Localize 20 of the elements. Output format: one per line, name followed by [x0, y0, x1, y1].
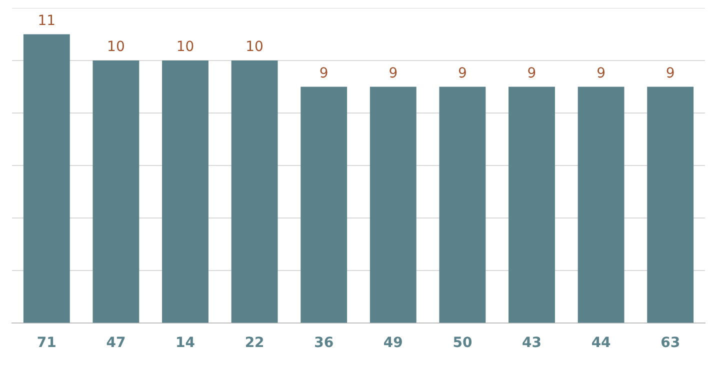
data-label: 9	[458, 65, 467, 82]
data-label: 9	[527, 65, 536, 82]
data-label: 11	[38, 12, 56, 29]
data-label: 9	[596, 65, 606, 82]
data-label: 10	[246, 39, 264, 56]
x-tick-label: 50	[452, 335, 472, 352]
x-tick-label: 63	[660, 335, 680, 352]
data-label: 9	[388, 65, 398, 82]
data-label: 10	[107, 39, 125, 56]
x-tick-label: 47	[106, 335, 126, 352]
x-tick-label: 14	[176, 335, 196, 352]
data-label: 9	[666, 65, 675, 82]
x-tick-label: 71	[36, 335, 56, 352]
data-label: 10	[176, 39, 194, 56]
x-tick-label: 22	[244, 335, 264, 352]
x-tick-label: 43	[522, 335, 542, 352]
x-tick-label: 36	[314, 335, 334, 352]
x-tick-label: 49	[383, 335, 403, 352]
x-tick-label: 44	[591, 335, 612, 352]
data-label: 9	[319, 65, 328, 82]
